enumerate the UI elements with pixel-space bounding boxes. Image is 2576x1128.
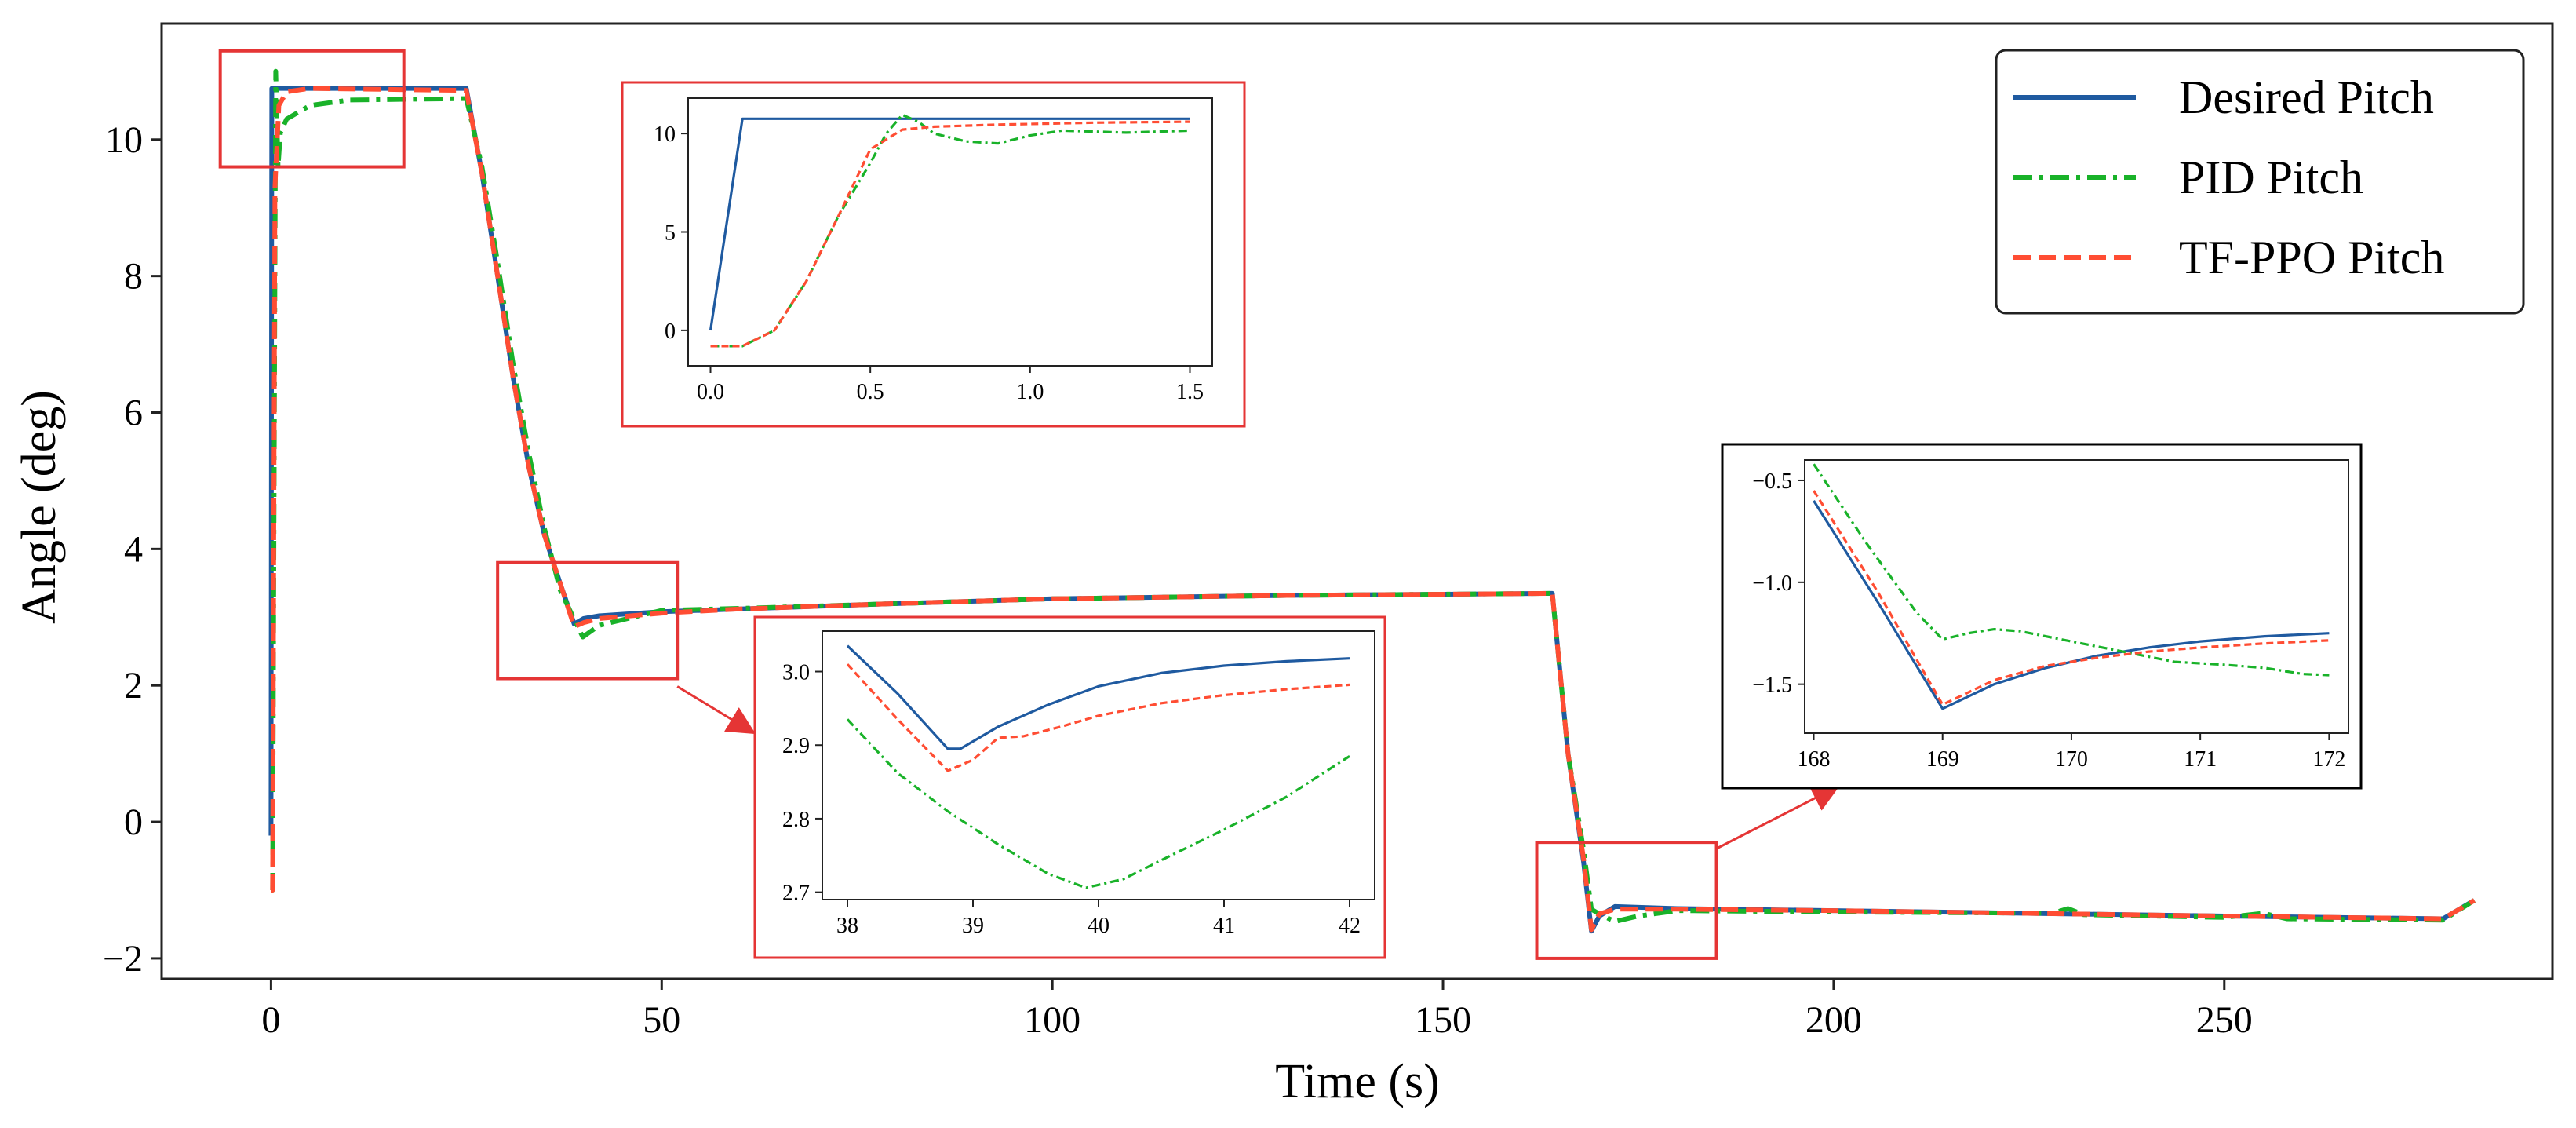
- zoom-box-descent: [496, 560, 680, 681]
- legend-label-desired-pitch: Desired Pitch: [2179, 71, 2434, 123]
- y-tick-label: 2: [124, 665, 143, 706]
- y-tick-label: 4: [124, 528, 143, 570]
- x-tick-label: 200: [1805, 999, 1862, 1041]
- inset-x-tick-label: 42: [1339, 914, 1361, 938]
- inset-series-line-tf-ppo-pitch: [846, 663, 1350, 772]
- inset-x-tick-label: 172: [2312, 747, 2345, 772]
- x-axis-label: Time (s): [1275, 1055, 1440, 1108]
- inset-series-line-pid-pitch: [846, 718, 1350, 889]
- inset-x-tick-label: 0.0: [697, 380, 724, 404]
- inset-y-tick-label: −1.0: [1752, 571, 1792, 596]
- inset-x-tick-label: 41: [1213, 914, 1235, 938]
- legend-label-pid-pitch: PID Pitch: [2179, 151, 2363, 203]
- insets: 0.0 0.5 1.0 1.5 0 5 10 38 39 40 41 42 2.7 2.8 2.9 3.0 16…: [621, 81, 2363, 959]
- main-axes-text: Time (s) Angle (deg): [13, 390, 1440, 1108]
- inset-y-tick-label: 2.8: [782, 808, 810, 832]
- inset-y-tick-label: 5: [665, 221, 676, 246]
- inset-y-tick-label: 10: [654, 122, 676, 147]
- inset-x-tick-label: 168: [1797, 747, 1830, 772]
- zoom-box-start: [218, 49, 406, 169]
- inset-x-tick-label: 39: [962, 914, 984, 938]
- inset-x-tick-label: 40: [1088, 914, 1109, 938]
- zoom-connector-arrow: [1715, 785, 1841, 850]
- inset-series-line-pid-pitch: [1813, 463, 2330, 677]
- y-tick-label: 8: [124, 256, 143, 298]
- y-tick-label: 0: [124, 801, 143, 843]
- legend-label-tf-ppo-pitch: TF-PPO Pitch: [2179, 232, 2444, 283]
- legend: Desired Pitch PID Pitch TF-PPO Pitch: [1995, 49, 2525, 315]
- inset-x-tick-label: 0.5: [857, 380, 884, 404]
- y-axis-label: Angle (deg): [13, 390, 66, 624]
- x-tick-label: 0: [261, 999, 280, 1041]
- zoom-highlights: [218, 49, 1841, 960]
- inset-x-tick-label: 38: [836, 914, 858, 938]
- inset-y-tick-label: 2.7: [782, 882, 810, 906]
- inset-x-tick-label: 171: [2184, 747, 2217, 772]
- inset-x-tick-label: 1.0: [1016, 380, 1044, 404]
- x-tick-label: 150: [1415, 999, 1471, 1041]
- inset-y-tick-label: −0.5: [1752, 469, 1792, 494]
- inset-series-line-pid-pitch: [710, 113, 1190, 348]
- inset-series-line-desired-pitch: [709, 117, 1190, 331]
- zoom-box-drop: [1535, 841, 1718, 960]
- x-tick-label: 50: [643, 999, 680, 1041]
- inset-outer-frame: [1721, 443, 2363, 790]
- inset-outer-frame: [621, 81, 1246, 428]
- zoom-connector-arrow: [676, 685, 756, 735]
- series-line-tf-ppo-pitch: [270, 86, 2476, 933]
- inset-series-line-tf-ppo-pitch: [710, 120, 1190, 348]
- series-line-pid-pitch: [270, 68, 2476, 924]
- inset-series-line-desired-pitch: [846, 644, 1350, 750]
- inset2: 38 39 40 41 42 2.7 2.8 2.9 3.0: [753, 615, 1386, 959]
- inset-outer-frame: [753, 615, 1386, 959]
- inset-series-line-tf-ppo-pitch: [1813, 490, 2330, 706]
- inset-y-tick-label: 0: [665, 319, 676, 344]
- inset-x-tick-label: 170: [2055, 747, 2088, 772]
- inset-x-tick-label: 169: [1926, 747, 1959, 772]
- x-tick-label: 100: [1024, 999, 1080, 1041]
- inset-y-tick-label: 3.0: [782, 661, 810, 685]
- inset3: 168 169 170 171 172 −0.5 −1.0 −1.5: [1721, 443, 2363, 790]
- x-tick-label: 250: [2196, 999, 2253, 1041]
- plot-frame: [160, 22, 2554, 980]
- inset-plot-frame: [1804, 459, 2349, 734]
- inset-x-tick-label: 1.5: [1176, 380, 1204, 404]
- y-tick-label: 6: [124, 392, 143, 433]
- legend-box: [1995, 49, 2525, 315]
- inset-y-tick-label: −1.5: [1752, 674, 1792, 698]
- y-tick-label: 10: [105, 119, 143, 161]
- inset-y-tick-label: 2.9: [782, 734, 810, 758]
- inset1: 0.0 0.5 1.0 1.5 0 5 10: [621, 81, 1246, 428]
- y-tick-label: −2: [103, 938, 143, 980]
